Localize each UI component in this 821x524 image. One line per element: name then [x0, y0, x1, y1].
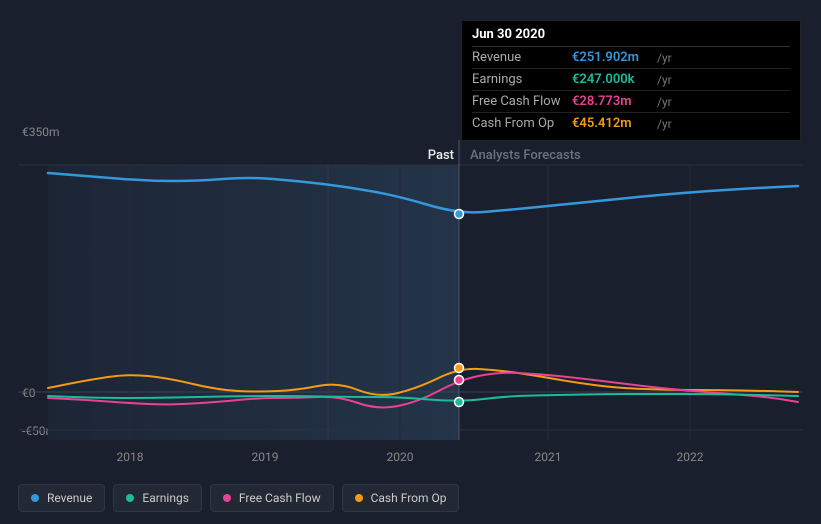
- x-axis-label: 2021: [535, 450, 562, 464]
- legend: Revenue Earnings Free Cash Flow Cash From O…: [18, 484, 459, 512]
- legend-dot-icon: [355, 494, 363, 502]
- legend-item-fcf[interactable]: Free Cash Flow: [210, 484, 334, 512]
- tooltip-metric-value: €247.000k: [572, 72, 657, 87]
- tooltip-metric-label: Earnings: [472, 72, 572, 87]
- tooltip-metric-unit: /yr: [657, 73, 672, 87]
- legend-label: Revenue: [47, 491, 92, 505]
- tooltip-metric-unit: /yr: [657, 117, 672, 131]
- legend-item-revenue[interactable]: Revenue: [18, 484, 105, 512]
- x-axis-label: 2022: [677, 450, 704, 464]
- tooltip-metric-label: Cash From Op: [472, 116, 572, 131]
- legend-label: Free Cash Flow: [239, 491, 321, 505]
- tooltip-metric-label: Free Cash Flow: [472, 94, 572, 109]
- tooltip-metric-label: Revenue: [472, 50, 572, 65]
- legend-item-cfo[interactable]: Cash From Op: [342, 484, 460, 512]
- marker-dot: [455, 398, 464, 407]
- tooltip-row: Free Cash Flow€28.773m/yr: [472, 91, 790, 113]
- legend-dot-icon: [223, 494, 231, 502]
- tooltip: Jun 30 2020 Revenue€251.902m/yrEarnings€…: [461, 20, 801, 141]
- x-axis-label: 2018: [117, 450, 144, 464]
- legend-dot-icon: [126, 494, 134, 502]
- marker-dot: [455, 376, 464, 385]
- tooltip-metric-value: €251.902m: [572, 50, 657, 65]
- marker-dot: [455, 364, 464, 373]
- y-axis-label: €350m: [22, 125, 60, 139]
- legend-label: Cash From Op: [371, 491, 447, 505]
- legend-dot-icon: [31, 494, 39, 502]
- x-axis-label: 2019: [252, 450, 279, 464]
- tooltip-metric-value: €45.412m: [572, 116, 657, 131]
- legend-label: Earnings: [142, 491, 189, 505]
- tooltip-metric-value: €28.773m: [572, 94, 657, 109]
- line-chart[interactable]: [18, 140, 803, 440]
- tooltip-metric-unit: /yr: [657, 51, 672, 65]
- tooltip-row: Earnings€247.000k/yr: [472, 69, 790, 91]
- tooltip-metric-unit: /yr: [657, 95, 672, 109]
- x-axis-label: 2020: [387, 450, 414, 464]
- tooltip-row: Revenue€251.902m/yr: [472, 47, 790, 69]
- tooltip-date: Jun 30 2020: [472, 27, 790, 47]
- marker-dot: [455, 210, 464, 219]
- tooltip-row: Cash From Op€45.412m/yr: [472, 113, 790, 134]
- legend-item-earnings[interactable]: Earnings: [113, 484, 202, 512]
